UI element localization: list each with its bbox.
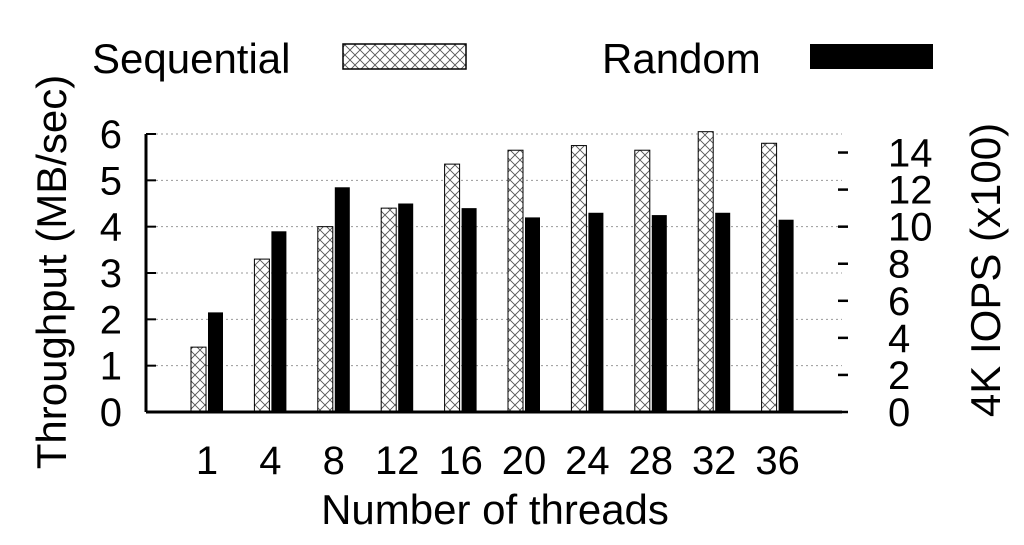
x-tick-label: 32 — [692, 439, 737, 483]
bar-random-28 — [651, 215, 667, 412]
y-tick-label: 6 — [100, 113, 122, 157]
y-tick-label: 0 — [100, 391, 122, 435]
bar-sequential-4 — [253, 258, 270, 413]
y-tick-label: 4 — [100, 206, 122, 250]
y-axis-title: Throughput (MB/sec) — [28, 75, 75, 470]
grid-lines — [146, 133, 842, 367]
legend-swatch-sequential — [342, 43, 467, 70]
bar-random-4 — [271, 231, 287, 412]
bar-sequential-32 — [697, 131, 714, 413]
y2-axis-title: 4K IOPS (x100) — [962, 123, 1009, 417]
x-tick-label: 12 — [375, 439, 420, 483]
legend-label-sequential: Sequential — [92, 35, 291, 82]
y2-tick-label: 6 — [888, 280, 910, 324]
y-tick-label: 1 — [100, 345, 122, 389]
bar-sequential-24 — [570, 145, 587, 413]
bar-random-32 — [715, 212, 731, 412]
x-tick-label: 1 — [196, 439, 218, 483]
bar-random-16 — [461, 208, 477, 412]
y2-tick-label: 0 — [888, 391, 910, 435]
y2-tick-label: 12 — [888, 169, 933, 213]
x-tick-label: 36 — [755, 439, 800, 483]
x-tick-label: 16 — [438, 439, 483, 483]
bar-sequential-1 — [190, 346, 207, 413]
y-tick-label: 2 — [100, 298, 122, 342]
legend: Sequential Random — [92, 35, 933, 82]
axes — [144, 133, 848, 414]
y-tick-label: 3 — [100, 252, 122, 296]
bar-random-12 — [398, 203, 414, 412]
bar-sequential-36 — [761, 142, 778, 413]
x-tick-label: 20 — [502, 439, 547, 483]
y2-tick-label: 14 — [888, 132, 933, 176]
x-tick-label: 4 — [259, 439, 281, 483]
y-tick-label: 5 — [100, 159, 122, 203]
bar-random-24 — [588, 212, 604, 412]
y2-tick-label: 2 — [888, 354, 910, 398]
bar-sequential-20 — [507, 149, 524, 413]
bar-random-36 — [778, 219, 794, 412]
bar-random-20 — [525, 217, 540, 412]
x-tick-label: 8 — [323, 439, 345, 483]
legend-swatch-random — [810, 44, 933, 69]
bar-sequential-12 — [380, 207, 397, 413]
bar-random-1 — [208, 312, 223, 412]
x-tick-label: 28 — [629, 439, 674, 483]
x-axis-title: Number of threads — [321, 486, 669, 533]
y2-tick-label: 4 — [888, 317, 910, 361]
x-tick-label: 24 — [565, 439, 610, 483]
bars — [190, 131, 794, 413]
bar-sequential-8 — [317, 226, 334, 413]
legend-label-random: Random — [602, 35, 761, 82]
bar-sequential-16 — [444, 163, 461, 413]
bar-sequential-28 — [634, 149, 651, 413]
y2-tick-label: 10 — [888, 206, 933, 250]
bar-random-8 — [334, 187, 350, 412]
y2-tick-label: 8 — [888, 243, 910, 287]
